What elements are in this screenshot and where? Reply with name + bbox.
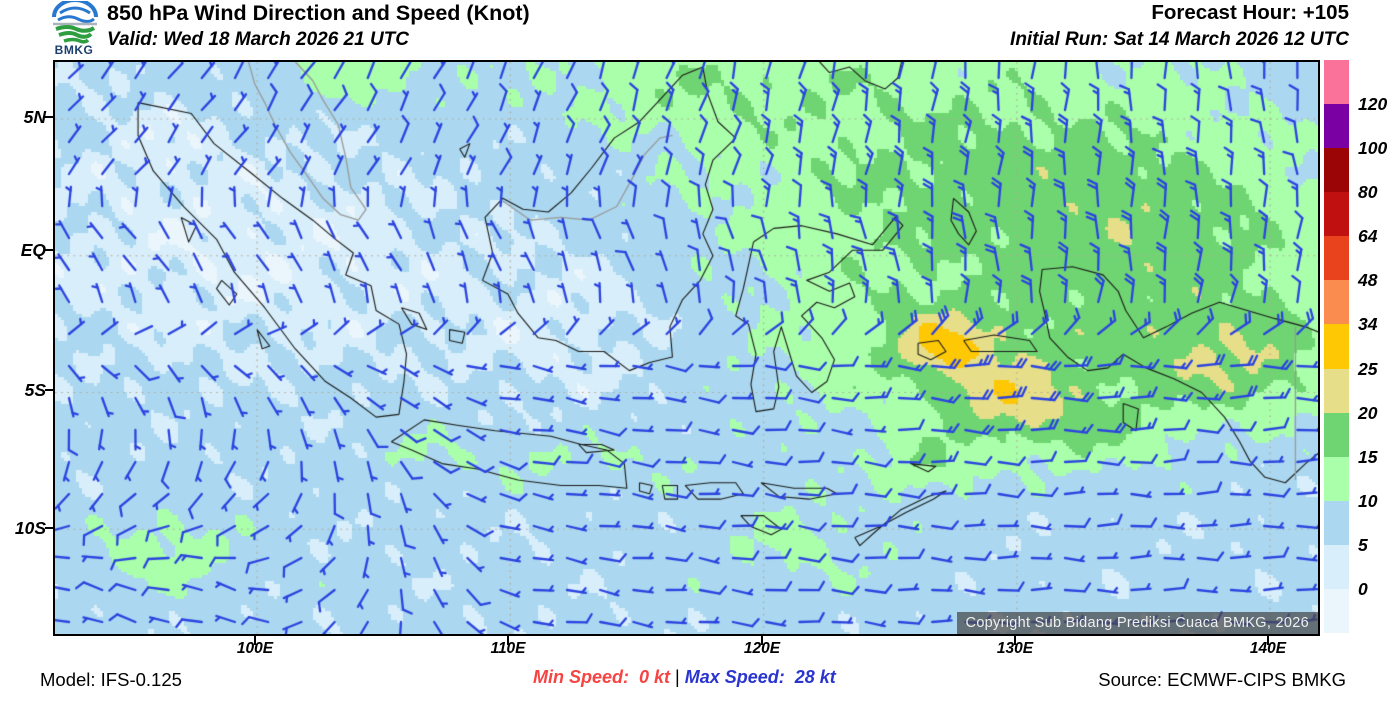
max-speed-label: Max Speed: 28 kt <box>684 667 836 687</box>
forecast-hour-label: Forecast Hour: +105 <box>1151 1 1349 24</box>
minmax-separator: | <box>670 667 685 687</box>
colorbar-tick-label: 64 <box>1358 226 1378 247</box>
minmax-speed-line: Min Speed: 0 kt | Max Speed: 28 kt <box>533 667 836 688</box>
colorbar-segment <box>1324 368 1349 413</box>
colorbar-tick-label: 34 <box>1358 314 1378 335</box>
lon-axis-tick <box>1267 636 1269 645</box>
colorbar-tick-label: 80 <box>1358 182 1378 203</box>
lon-axis-label: 100E <box>236 640 274 657</box>
lat-axis-tick <box>45 527 53 529</box>
colorbar-segment <box>1324 544 1349 589</box>
lat-axis-tick <box>45 116 53 118</box>
colorbar-segment <box>1324 148 1349 193</box>
lat-axis-tick <box>45 389 53 391</box>
colorbar-segment <box>1324 236 1349 281</box>
colorbar-tick-label: 20 <box>1358 402 1378 423</box>
wind-map-canvas <box>55 62 1318 634</box>
lat-axis-label: 5S <box>24 380 46 400</box>
page-title: 850 hPa Wind Direction and Speed (Knot) <box>107 1 530 25</box>
colorbar-segment <box>1324 456 1349 501</box>
lat-axis-label: 10S <box>14 518 46 538</box>
lat-axis-label: EQ <box>20 240 46 260</box>
lon-axis-tick <box>761 636 763 645</box>
colorbar-segment <box>1324 324 1349 369</box>
lon-axis-tick <box>254 636 256 645</box>
colorbar-tick-label: 0 <box>1358 578 1368 599</box>
lon-axis-label: 110E <box>490 640 526 657</box>
colorbar-segment <box>1324 588 1349 634</box>
lon-axis-tick <box>1014 636 1016 645</box>
colorbar-tick-label: 5 <box>1358 534 1368 555</box>
map-frame: Copyright Sub Bidang Prediksi Cuaca BMKG… <box>53 60 1320 636</box>
valid-time-label: Valid: Wed 18 March 2026 21 UTC <box>107 29 410 50</box>
bmkg-logo-text: BMKG <box>54 43 94 57</box>
speed-colorbar <box>1324 60 1349 634</box>
lat-axis-label: 5N <box>23 107 46 127</box>
colorbar-tick-label: 120 <box>1358 94 1388 115</box>
bmkg-logo: BMKG <box>44 0 104 57</box>
colorbar-tick-label: 100 <box>1358 138 1388 159</box>
colorbar-tick-label: 15 <box>1358 446 1378 467</box>
colorbar-tick-label: 48 <box>1358 270 1378 291</box>
colorbar-segment <box>1324 192 1349 237</box>
lon-axis-tick <box>507 636 509 645</box>
lon-axis-label: 140E <box>1249 640 1287 657</box>
bmkg-logo-icon <box>52 0 98 44</box>
initial-run-label: Initial Run: Sat 14 March 2026 12 UTC <box>1010 29 1349 50</box>
colorbar-segment <box>1324 104 1349 149</box>
colorbar-segment <box>1324 60 1349 105</box>
source-label: Source: ECMWF-CIPS BMKG <box>1098 669 1346 690</box>
colorbar-tick-label: 25 <box>1358 358 1378 379</box>
colorbar-segment <box>1324 280 1349 325</box>
min-speed-label: Min Speed: 0 kt <box>533 667 671 687</box>
copyright-watermark: Copyright Sub Bidang Prediksi Cuaca BMKG… <box>956 612 1318 634</box>
lat-axis-tick <box>45 249 53 251</box>
colorbar-tick-label: 10 <box>1358 490 1378 511</box>
colorbar-segment <box>1324 500 1349 545</box>
lon-axis-label: 120E <box>743 640 781 657</box>
model-label: Model: IFS-0.125 <box>40 669 182 690</box>
colorbar-segment <box>1324 412 1349 457</box>
lon-axis-label: 130E <box>996 640 1034 657</box>
